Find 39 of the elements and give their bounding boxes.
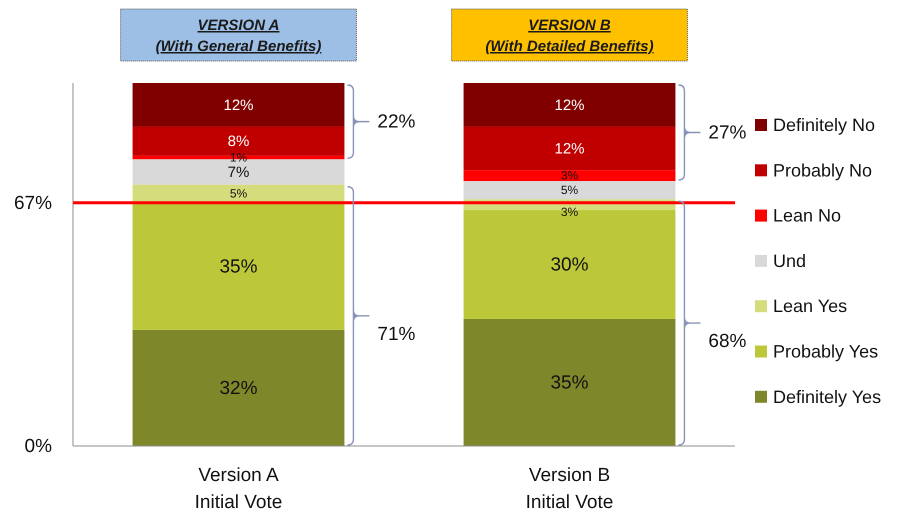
bar	[132, 330, 344, 446]
data-label: 12%	[223, 96, 254, 114]
bar	[464, 126, 676, 170]
text: VERSION B (With Detailed Benefits)	[485, 17, 654, 55]
legend-label: Lean No	[773, 206, 842, 226]
x-tick-label: Version B Initial Vote	[526, 465, 614, 513]
x-tick-label: Version A Initial Vote	[194, 465, 282, 513]
bar	[464, 318, 676, 446]
annotation: 22%	[377, 111, 416, 132]
annotation: 68%	[708, 330, 747, 352]
text: VERSION A (With General Benefits)	[156, 17, 322, 55]
annotation: 27%	[708, 122, 747, 144]
bar	[132, 83, 344, 127]
data-label: 35%	[550, 372, 589, 393]
data-label: 3%	[560, 168, 578, 183]
bar	[464, 181, 676, 200]
legend-label: Definitely No	[773, 115, 876, 135]
data-label: 7%	[228, 163, 250, 180]
legend-label: Lean Yes	[773, 296, 848, 316]
data-label: 5%	[560, 183, 578, 198]
data-label: 5%	[230, 186, 248, 201]
legend-label: Probably No	[773, 160, 872, 180]
data-label: 8%	[228, 132, 250, 150]
y-tick-label: 0%	[24, 436, 52, 456]
bar	[132, 202, 344, 330]
bar	[464, 170, 676, 182]
annotation: 71%	[377, 323, 416, 344]
data-label: 35%	[219, 256, 258, 277]
bar	[464, 83, 676, 127]
data-label: 32%	[219, 377, 258, 398]
data-label: 12%	[554, 140, 585, 157]
y-tick-label: 67%	[14, 192, 52, 214]
bar	[132, 184, 344, 203]
legend-label: Definitely Yes	[773, 386, 882, 407]
data-label: 12%	[554, 96, 585, 114]
legend-label: Probably Yes	[773, 342, 878, 362]
data-label: 3%	[560, 204, 578, 219]
legend-label: Und	[773, 250, 806, 271]
data-label: 30%	[550, 254, 589, 275]
